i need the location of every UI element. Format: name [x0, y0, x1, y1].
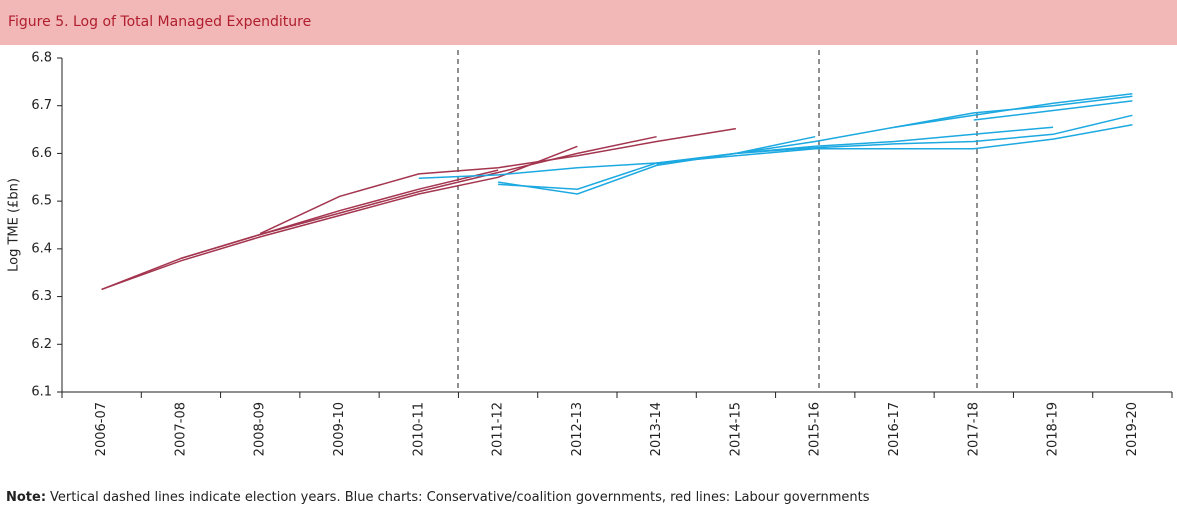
y-axis-label: Log TME (£bn) [7, 178, 22, 272]
series-line [101, 145, 578, 291]
x-tick-label: 2016-17 [887, 402, 902, 456]
y-tick-label: 6.4 [31, 241, 52, 256]
x-tick-label: 2011-12 [491, 402, 506, 456]
x-tick-label: 2017-18 [966, 402, 981, 456]
y-tick-label: 6.5 [31, 194, 52, 209]
x-tick-label: 2018-19 [1046, 402, 1061, 456]
series-line [973, 100, 1133, 121]
y-tick-label: 6.3 [31, 289, 52, 304]
x-tick-label: 2019-20 [1125, 402, 1140, 456]
y-tick-label: 6.1 [31, 385, 52, 400]
x-tick-label: 2008-09 [253, 402, 268, 456]
series-line [815, 126, 1054, 148]
x-tick-label: 2013-14 [649, 402, 664, 456]
series-line [894, 93, 1133, 128]
series-line [418, 135, 816, 179]
series-line [498, 124, 1133, 190]
note: Note: Vertical dashed lines indicate elec… [6, 490, 870, 505]
series-line [735, 114, 1133, 155]
note-text: Vertical dashed lines indicate election … [50, 490, 870, 505]
series-line [101, 169, 499, 291]
x-tick-label: 2014-15 [728, 402, 743, 456]
x-tick-label: 2007-08 [173, 402, 188, 456]
x-tick-label: 2012-13 [570, 402, 585, 456]
series-line [259, 127, 737, 235]
note-label: Note: [6, 490, 46, 505]
x-tick-label: 2015-16 [808, 402, 823, 456]
title-bar [0, 0, 1177, 45]
x-tick-label: 2010-11 [411, 402, 426, 456]
x-tick-label: 2006-07 [94, 402, 109, 456]
y-tick-label: 6.7 [31, 98, 52, 113]
y-tick-label: 6.8 [31, 51, 52, 66]
x-tick-label: 2009-10 [332, 402, 347, 456]
chart-title: Figure 5. Log of Total Managed Expenditu… [8, 14, 311, 30]
y-tick-label: 6.6 [31, 146, 52, 161]
y-tick-label: 6.2 [31, 337, 52, 352]
